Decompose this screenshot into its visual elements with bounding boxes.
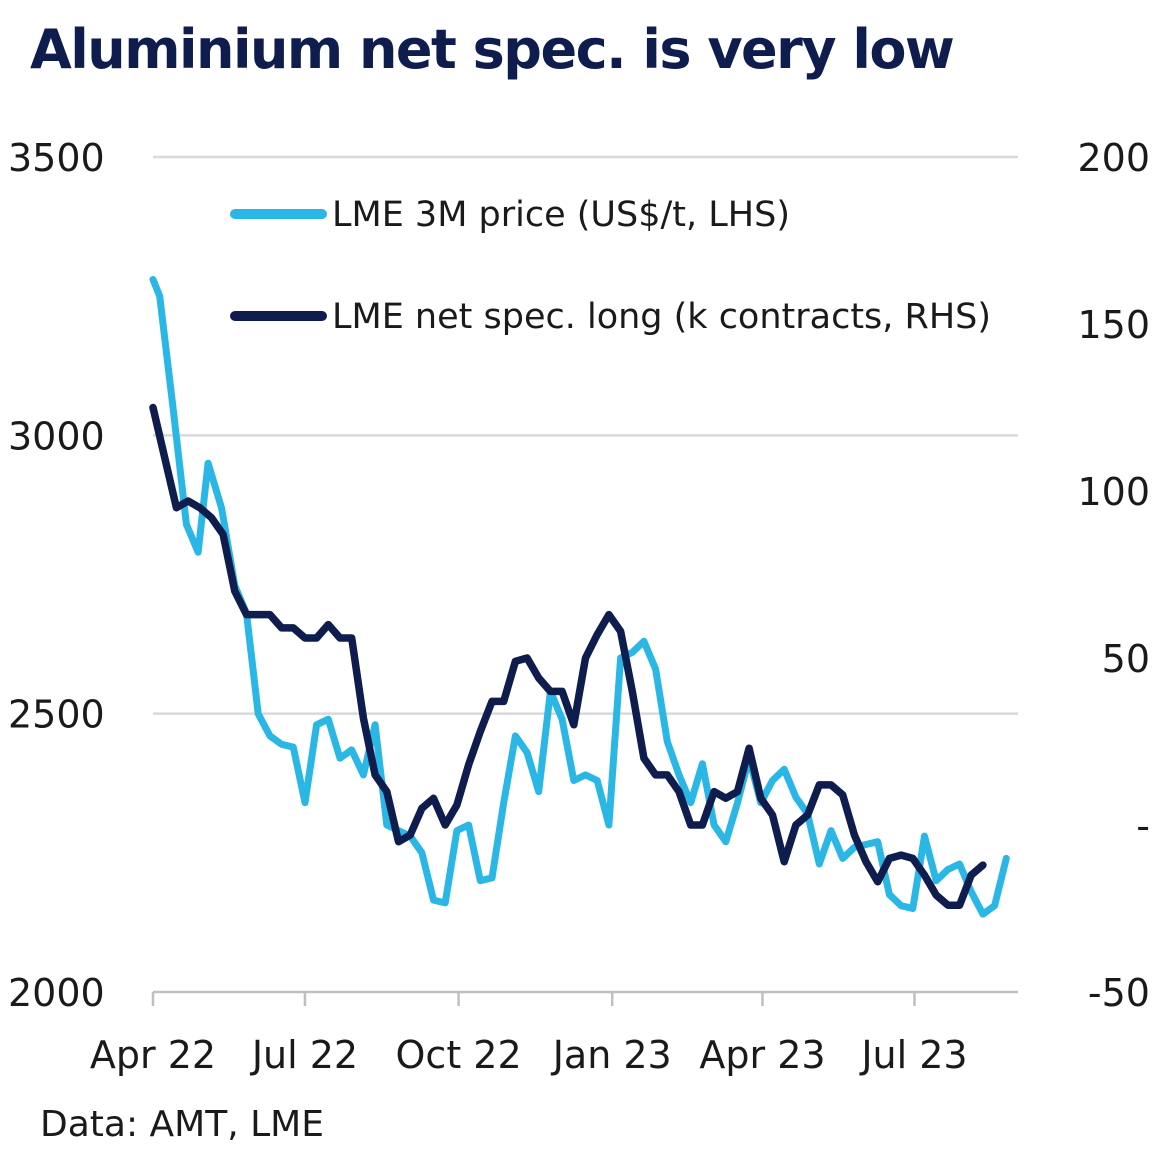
y-tick-label-right: - <box>1136 804 1150 848</box>
y-tick-label-left: 3000 <box>8 414 105 458</box>
series-line-net-spec <box>149 403 987 909</box>
x-tick-label: Jan 23 <box>551 1033 672 1077</box>
y-tick-label-left: 2000 <box>8 971 105 1015</box>
series-line-price <box>149 276 1010 918</box>
y-axis-left-labels: 2000 2500 3000 3500 <box>8 136 105 1015</box>
legend-item: LME net spec. long (k contracts, RHS) <box>230 297 991 337</box>
y-tick-label-right: 200 <box>1077 136 1150 180</box>
y-tick-label-left: 3500 <box>8 136 105 180</box>
x-axis <box>151 990 1018 1006</box>
x-tick-label: Oct 22 <box>396 1033 522 1077</box>
x-tick-label: Jul 22 <box>250 1033 358 1077</box>
gridlines <box>153 155 1018 715</box>
legend: LME 3M price (US$/t, LHS) LME net spec. l… <box>230 195 991 337</box>
y-tick-label-right: 150 <box>1077 303 1150 347</box>
series-lines <box>149 276 1010 918</box>
x-axis-labels: Apr 22 Jul 22 Oct 22 Jan 23 Apr 23 Jul 23 <box>90 1033 968 1077</box>
x-tick-label: Apr 23 <box>699 1033 825 1077</box>
y-tick-label-right: 100 <box>1077 470 1150 514</box>
legend-label: LME 3M price (US$/t, LHS) <box>332 195 790 235</box>
chart-title: Aluminium net spec. is very low <box>30 18 955 81</box>
legend-item: LME 3M price (US$/t, LHS) <box>230 195 790 235</box>
y-tick-label-right: 50 <box>1102 637 1150 681</box>
y-tick-label-right: -50 <box>1088 971 1150 1015</box>
x-tick-label: Jul 23 <box>859 1033 967 1077</box>
legend-label: LME net spec. long (k contracts, RHS) <box>332 297 991 337</box>
y-tick-label-left: 2500 <box>8 693 105 737</box>
source-note: Data: AMT, LME <box>40 1104 324 1145</box>
x-tick-label: Apr 22 <box>90 1033 216 1077</box>
